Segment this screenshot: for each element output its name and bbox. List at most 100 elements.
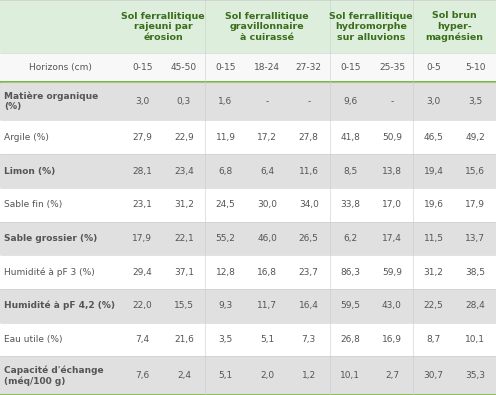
- Bar: [0, 120, 496, 154]
- Text: 2,4: 2,4: [177, 371, 191, 380]
- Text: 16,9: 16,9: [382, 335, 402, 344]
- Text: 43,0: 43,0: [382, 301, 402, 310]
- Text: Humidité à pF 3 (%): Humidité à pF 3 (%): [4, 267, 95, 277]
- Text: 7,3: 7,3: [302, 335, 316, 344]
- Text: 0-15: 0-15: [340, 63, 361, 72]
- Text: 25-35: 25-35: [379, 63, 405, 72]
- Text: 17,0: 17,0: [382, 200, 402, 209]
- Text: 15,6: 15,6: [465, 167, 485, 175]
- Bar: [0, 255, 496, 289]
- Text: 59,5: 59,5: [340, 301, 361, 310]
- Text: 37,1: 37,1: [174, 267, 194, 276]
- Bar: [0, 0, 496, 53]
- Bar: [0, 222, 496, 255]
- Text: 11,7: 11,7: [257, 301, 277, 310]
- Text: 17,4: 17,4: [382, 234, 402, 243]
- Text: 0,3: 0,3: [177, 97, 191, 105]
- Text: 27,8: 27,8: [299, 133, 319, 142]
- Text: 23,4: 23,4: [174, 167, 194, 175]
- Text: 5-10: 5-10: [465, 63, 486, 72]
- Text: 11,5: 11,5: [424, 234, 443, 243]
- Text: 22,9: 22,9: [174, 133, 194, 142]
- Text: 33,8: 33,8: [340, 200, 361, 209]
- Text: 11,9: 11,9: [216, 133, 236, 142]
- Text: Capacité d'échange
(méq/100 g): Capacité d'échange (méq/100 g): [4, 365, 104, 386]
- Text: 46,0: 46,0: [257, 234, 277, 243]
- Text: 1,2: 1,2: [302, 371, 316, 380]
- Text: 31,2: 31,2: [174, 200, 194, 209]
- Text: 26,5: 26,5: [299, 234, 319, 243]
- Text: 45-50: 45-50: [171, 63, 197, 72]
- Text: Eau utile (%): Eau utile (%): [4, 335, 62, 344]
- Text: 46,5: 46,5: [424, 133, 443, 142]
- Bar: [0, 356, 496, 395]
- Text: 9,3: 9,3: [218, 301, 233, 310]
- Text: 10,1: 10,1: [465, 335, 485, 344]
- Text: Horizons (cm): Horizons (cm): [29, 63, 92, 72]
- Text: Sol ferrallitique
rajeuni par
érosion: Sol ferrallitique rajeuni par érosion: [122, 12, 205, 41]
- Text: 22,0: 22,0: [132, 301, 152, 310]
- Text: 2,7: 2,7: [385, 371, 399, 380]
- Bar: [0, 323, 496, 356]
- Text: 17,2: 17,2: [257, 133, 277, 142]
- Text: 3,5: 3,5: [468, 97, 482, 105]
- Text: 3,0: 3,0: [427, 97, 441, 105]
- Text: 41,8: 41,8: [340, 133, 360, 142]
- Text: -: -: [265, 97, 269, 105]
- Text: Sable grossier (%): Sable grossier (%): [4, 234, 97, 243]
- Text: Matière organique
(%): Matière organique (%): [4, 91, 98, 111]
- Bar: [0, 154, 496, 188]
- Text: 50,9: 50,9: [382, 133, 402, 142]
- Text: 13,8: 13,8: [382, 167, 402, 175]
- Text: 19,4: 19,4: [424, 167, 443, 175]
- Text: Limon (%): Limon (%): [4, 167, 55, 175]
- Text: 7,4: 7,4: [135, 335, 149, 344]
- Text: 9,6: 9,6: [343, 97, 358, 105]
- Text: 13,7: 13,7: [465, 234, 485, 243]
- Text: 6,8: 6,8: [218, 167, 233, 175]
- Text: 27,9: 27,9: [132, 133, 152, 142]
- Bar: [0, 82, 496, 120]
- Text: 38,5: 38,5: [465, 267, 485, 276]
- Text: 6,4: 6,4: [260, 167, 274, 175]
- Text: 0-5: 0-5: [426, 63, 441, 72]
- Text: 28,4: 28,4: [465, 301, 485, 310]
- Text: 26,8: 26,8: [340, 335, 360, 344]
- Text: Sol ferrallitique
hydromorphe
sur alluvions: Sol ferrallitique hydromorphe sur alluvi…: [329, 12, 413, 41]
- Text: 10,1: 10,1: [340, 371, 361, 380]
- Text: -: -: [307, 97, 310, 105]
- Text: 3,5: 3,5: [218, 335, 233, 344]
- Text: 17,9: 17,9: [132, 234, 152, 243]
- Text: 35,3: 35,3: [465, 371, 485, 380]
- Text: 27-32: 27-32: [296, 63, 322, 72]
- Text: 28,1: 28,1: [132, 167, 152, 175]
- Text: 3,0: 3,0: [135, 97, 149, 105]
- Text: 22,5: 22,5: [424, 301, 443, 310]
- Text: 2,0: 2,0: [260, 371, 274, 380]
- Text: 16,8: 16,8: [257, 267, 277, 276]
- Text: 11,6: 11,6: [299, 167, 319, 175]
- Text: 55,2: 55,2: [216, 234, 236, 243]
- Text: 7,6: 7,6: [135, 371, 149, 380]
- Text: 29,4: 29,4: [132, 267, 152, 276]
- Text: 8,7: 8,7: [427, 335, 441, 344]
- Text: 6,2: 6,2: [343, 234, 358, 243]
- Text: 18-24: 18-24: [254, 63, 280, 72]
- Text: 0-15: 0-15: [132, 63, 153, 72]
- Text: 23,1: 23,1: [132, 200, 152, 209]
- Text: 8,5: 8,5: [343, 167, 358, 175]
- Text: 30,0: 30,0: [257, 200, 277, 209]
- Text: 59,9: 59,9: [382, 267, 402, 276]
- Text: 24,5: 24,5: [216, 200, 236, 209]
- Text: Humidité à pF 4,2 (%): Humidité à pF 4,2 (%): [4, 301, 115, 310]
- Bar: [0, 188, 496, 222]
- Text: 31,2: 31,2: [424, 267, 443, 276]
- Text: 22,1: 22,1: [174, 234, 194, 243]
- Text: 16,4: 16,4: [299, 301, 319, 310]
- Text: Sol ferrallitique
gravillonnaire
à cuirassé: Sol ferrallitique gravillonnaire à cuira…: [225, 12, 309, 41]
- Text: 15,5: 15,5: [174, 301, 194, 310]
- Text: 86,3: 86,3: [340, 267, 361, 276]
- Text: 30,7: 30,7: [424, 371, 443, 380]
- Text: Sol brun
hyper-
magnésien: Sol brun hyper- magnésien: [426, 11, 484, 42]
- Text: 5,1: 5,1: [218, 371, 233, 380]
